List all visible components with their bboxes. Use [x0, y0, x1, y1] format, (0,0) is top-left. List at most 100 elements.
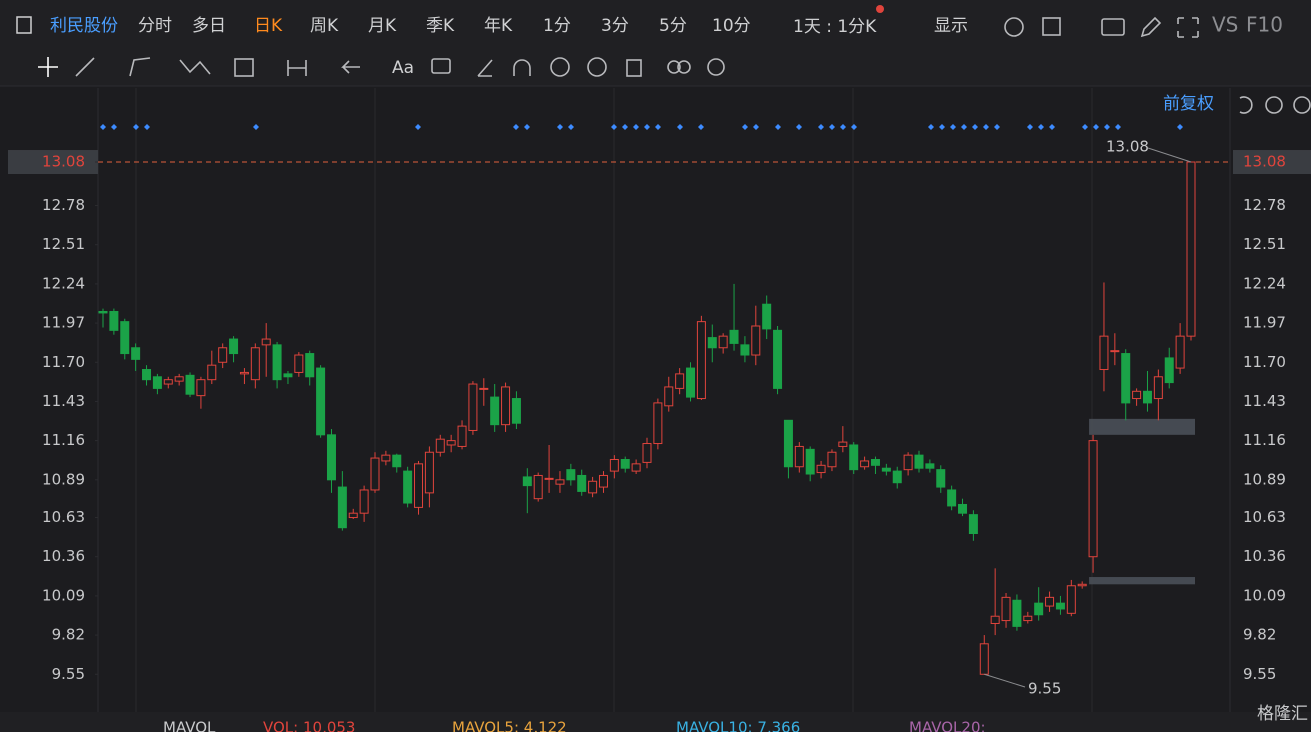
signal-marker	[775, 124, 781, 130]
signal-marker	[415, 124, 421, 130]
settings-icon[interactable]	[1004, 17, 1024, 37]
angle-tool[interactable]	[477, 59, 493, 77]
candle-body	[1153, 376, 1163, 400]
signal-marker	[1104, 124, 1110, 130]
line-tool[interactable]	[75, 57, 95, 77]
max-pointer	[1147, 147, 1192, 163]
sidebar-toggle[interactable]	[16, 16, 32, 34]
signal-marker	[1177, 124, 1183, 130]
signal-marker	[742, 124, 748, 130]
f10-button[interactable]: F10	[1246, 13, 1283, 37]
candle-body	[381, 454, 391, 462]
candle-body	[1175, 335, 1185, 369]
lock-tool[interactable]	[550, 57, 570, 77]
y-tick-label-right: 10.09	[1243, 586, 1286, 604]
period-tab[interactable]: 1分	[543, 16, 571, 36]
candle-body	[816, 464, 826, 474]
arrow-tool[interactable]	[341, 60, 360, 74]
fib-tool[interactable]	[234, 58, 254, 77]
period-tab[interactable]: 日K	[254, 16, 283, 36]
magnet-tool[interactable]	[513, 59, 531, 76]
volume-item: MAVOL10: 7,366	[676, 719, 800, 732]
delete-tool[interactable]	[626, 59, 642, 77]
y-tick-label-right: 9.55	[1243, 665, 1276, 683]
period-tab[interactable]: 分时	[138, 16, 172, 36]
y-tick-label-right: 13.08	[1243, 153, 1286, 171]
min-label: 9.55	[1028, 680, 1061, 698]
hide-tool[interactable]	[587, 57, 607, 77]
period-tab[interactable]: 10分	[712, 16, 751, 36]
candle-body	[218, 347, 228, 363]
layout-icon[interactable]	[1042, 17, 1061, 36]
period-combo[interactable]: 1天 : 1分K	[793, 17, 877, 37]
measure-tool[interactable]	[287, 60, 307, 76]
y-tick-label: 9.55	[52, 665, 85, 683]
tool-settings[interactable]	[707, 58, 725, 76]
move-tool[interactable]	[38, 57, 58, 77]
candle-body	[718, 335, 728, 349]
candle-body	[1001, 596, 1011, 622]
candle-body	[98, 310, 108, 314]
pen-icon[interactable]	[1140, 16, 1162, 38]
candle-body	[881, 467, 891, 472]
camera-icon[interactable]	[1101, 18, 1125, 36]
candle-body	[1164, 357, 1174, 384]
note-tool[interactable]	[431, 58, 451, 74]
signal-marker	[644, 124, 650, 130]
wave-tool[interactable]	[179, 59, 211, 75]
candle-body	[1186, 161, 1196, 337]
candle-body	[305, 353, 315, 378]
period-tab[interactable]: 多日	[192, 16, 226, 36]
candle-body	[653, 402, 663, 445]
candle-body	[294, 354, 304, 373]
candle-body	[979, 643, 989, 675]
candle-body	[1077, 583, 1087, 587]
candle-body	[631, 463, 641, 472]
watermark: 格隆汇	[1257, 704, 1308, 724]
period-tab[interactable]: 周K	[310, 16, 339, 36]
zoom-in[interactable]	[1293, 96, 1311, 114]
last-price-bg	[8, 150, 98, 175]
candle-body	[762, 303, 772, 330]
last-price-bg	[1233, 150, 1311, 175]
candle-body	[229, 338, 239, 355]
candle-body	[1132, 390, 1142, 400]
fullscreen-icon[interactable]	[1177, 17, 1199, 38]
text-tool[interactable]: Aa	[392, 58, 414, 78]
candle-body	[925, 463, 935, 469]
signal-marker	[557, 124, 563, 130]
candle-body	[783, 419, 793, 468]
signal-marker	[851, 124, 857, 130]
candle-body	[947, 489, 957, 507]
gap-zone	[1089, 418, 1195, 435]
signal-marker	[144, 124, 150, 130]
period-tab[interactable]: 5分	[659, 16, 687, 36]
period-tab[interactable]: 季K	[426, 16, 455, 36]
candle-body	[860, 460, 870, 468]
compare-tool[interactable]	[667, 60, 681, 74]
polyline-tool[interactable]	[129, 57, 151, 77]
period-tab[interactable]: 月K	[368, 16, 397, 36]
period-tab[interactable]: 年K	[484, 16, 513, 36]
display-menu[interactable]: 显示	[934, 16, 968, 36]
signal-marker	[655, 124, 661, 130]
signal-marker	[1027, 124, 1033, 130]
candle-body	[131, 347, 141, 360]
signal-marker	[253, 124, 259, 130]
candle-body	[348, 512, 358, 519]
candle-body	[968, 514, 978, 535]
vs-button[interactable]: VS	[1212, 13, 1238, 37]
reset-icon[interactable]	[1239, 96, 1253, 114]
y-tick-label-right: 11.16	[1243, 431, 1286, 449]
candle-body	[283, 373, 293, 378]
period-tab[interactable]: 3分	[601, 16, 629, 36]
stock-name[interactable]: 利民股份	[50, 16, 118, 36]
candle-body	[609, 458, 619, 472]
signal-marker	[100, 124, 106, 130]
adjust-mode[interactable]: 前复权	[1163, 94, 1214, 114]
y-tick-label: 12.78	[42, 196, 85, 214]
zoom-out[interactable]	[1265, 96, 1283, 114]
y-tick-label: 11.70	[42, 353, 85, 371]
candle-body	[1055, 602, 1065, 610]
